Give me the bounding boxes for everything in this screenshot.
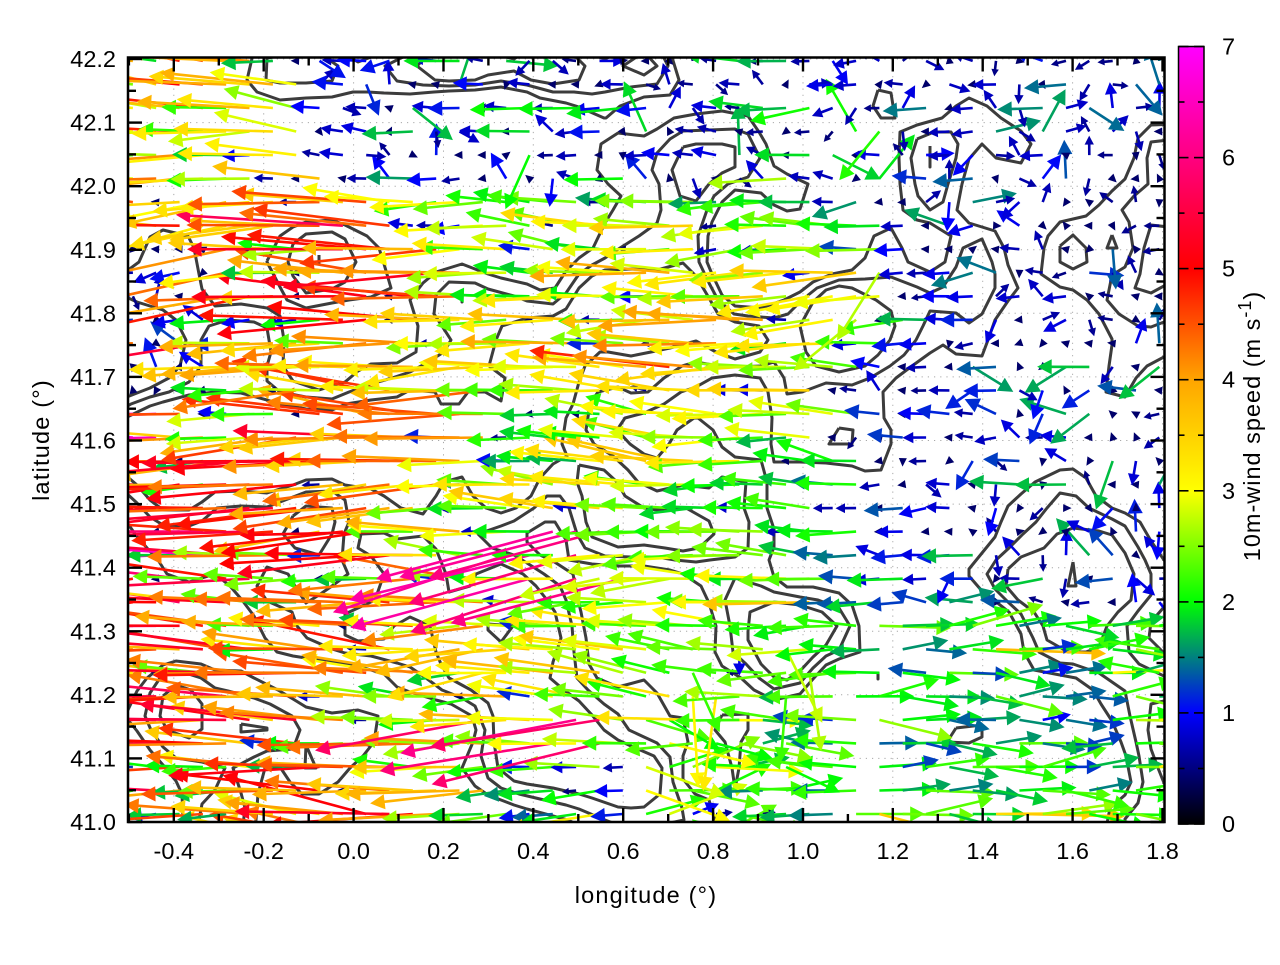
svg-text:41.7: 41.7: [70, 364, 116, 390]
svg-text:41.6: 41.6: [70, 428, 116, 454]
svg-text:3: 3: [1222, 478, 1235, 504]
svg-text:0.2: 0.2: [427, 838, 460, 864]
svg-text:longitude (°): longitude (°): [575, 882, 718, 908]
svg-text:1.4: 1.4: [966, 838, 999, 864]
svg-text:41.0: 41.0: [70, 809, 116, 835]
svg-text:latitude (°): latitude (°): [28, 379, 54, 501]
svg-text:42.2: 42.2: [70, 46, 116, 72]
svg-text:1.8: 1.8: [1146, 838, 1179, 864]
svg-text:0.4: 0.4: [517, 838, 550, 864]
svg-text:41.4: 41.4: [70, 555, 116, 581]
svg-text:-0.4: -0.4: [154, 838, 195, 864]
svg-text:0: 0: [1222, 811, 1235, 837]
svg-text:-0.2: -0.2: [243, 838, 284, 864]
svg-text:41.9: 41.9: [70, 237, 116, 263]
svg-text:41.5: 41.5: [70, 491, 116, 517]
svg-text:1: 1: [1222, 700, 1235, 726]
svg-text:5: 5: [1222, 256, 1235, 282]
svg-text:1.6: 1.6: [1056, 838, 1089, 864]
svg-text:41.3: 41.3: [70, 618, 116, 644]
svg-text:41.1: 41.1: [70, 745, 116, 771]
svg-text:1.0: 1.0: [787, 838, 820, 864]
svg-text:0.6: 0.6: [607, 838, 640, 864]
svg-text:1.2: 1.2: [876, 838, 909, 864]
svg-text:7: 7: [1222, 34, 1235, 60]
svg-text:10m-wind speed (m s-1): 10m-wind speed (m s-1): [1235, 291, 1265, 561]
svg-text:4: 4: [1222, 367, 1235, 393]
svg-text:2: 2: [1222, 589, 1235, 615]
svg-text:41.2: 41.2: [70, 682, 116, 708]
svg-text:42.0: 42.0: [70, 173, 116, 199]
svg-text:42.1: 42.1: [70, 110, 116, 136]
svg-text:0.8: 0.8: [697, 838, 730, 864]
svg-text:6: 6: [1222, 145, 1235, 171]
svg-text:41.8: 41.8: [70, 300, 116, 326]
svg-text:0.0: 0.0: [337, 838, 370, 864]
